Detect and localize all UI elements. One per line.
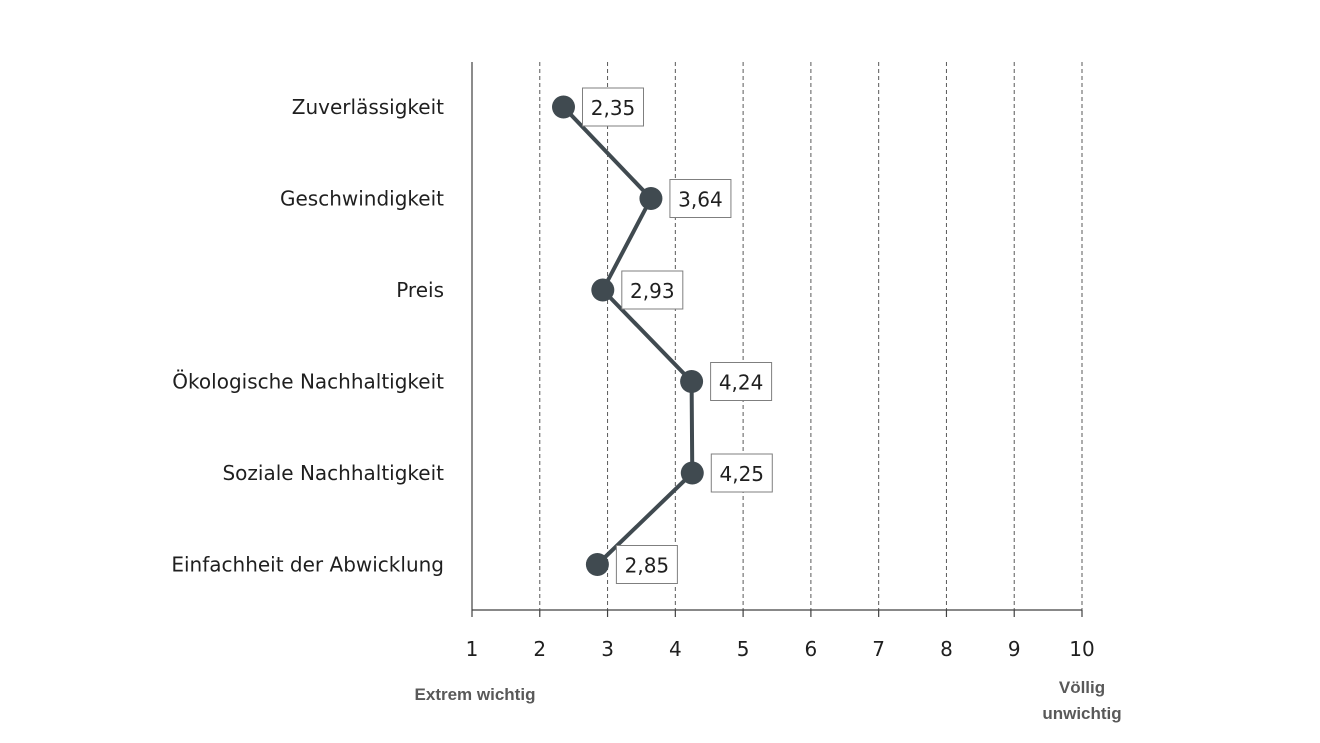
data-label-box xyxy=(621,270,684,310)
axes xyxy=(471,62,1083,617)
x-tick-label: 5 xyxy=(737,637,750,661)
axis-end-label-right-line2: unwichtig xyxy=(1042,704,1121,723)
category-label: Ökologische Nachhaltigkeit xyxy=(172,370,444,394)
x-tick-label: 4 xyxy=(669,637,682,661)
series-line xyxy=(562,105,695,566)
data-point xyxy=(680,370,704,393)
data-labels: 2,35 3,64 2,93 4,24 4,25 2,85 xyxy=(582,87,773,584)
x-tick-label: 1 xyxy=(466,637,479,661)
category-label: Einfachheit der Abwicklung xyxy=(171,553,444,577)
axis-end-label-left: Extrem wichtig xyxy=(415,685,536,704)
data-point xyxy=(680,461,704,485)
data-label-box xyxy=(710,453,773,493)
data-label: 2,35 xyxy=(591,96,636,120)
series xyxy=(552,95,704,576)
category-label: Geschwindigkeit xyxy=(280,187,444,211)
category-label: Zuverlässigkeit xyxy=(292,95,444,119)
x-tick-label: 9 xyxy=(1008,637,1021,661)
gridlines xyxy=(539,62,1083,610)
data-label-box xyxy=(710,362,773,401)
category-label: Preis xyxy=(396,278,444,302)
data-point xyxy=(639,187,663,210)
x-tick-label: 3 xyxy=(601,637,614,661)
data-label: 3,64 xyxy=(678,188,723,212)
category-labels: Zuverlässigkeit Geschwindigkeit Preis Ökolo… xyxy=(171,95,444,577)
data-label-box xyxy=(615,545,678,584)
x-tick-label: 2 xyxy=(533,637,546,661)
data-label: 4,24 xyxy=(719,371,764,395)
x-tick-label: 7 xyxy=(872,637,885,661)
data-label-box xyxy=(582,87,644,127)
category-label: Soziale Nachhaltigkeit xyxy=(222,461,444,485)
data-point xyxy=(552,95,575,119)
data-label-box xyxy=(669,179,732,218)
data-label: 2,85 xyxy=(625,554,670,578)
data-label: 2,93 xyxy=(630,279,675,303)
x-tick-label: 6 xyxy=(805,637,818,661)
axis-end-labels: Extrem wichtig Völlig unwichtig xyxy=(415,678,1122,723)
data-point xyxy=(591,278,615,302)
data-label: 4,25 xyxy=(720,462,765,486)
x-tick-labels: 1 2 3 4 5 6 7 8 9 10 xyxy=(466,637,1095,661)
axis-end-label-right-line1: Völlig xyxy=(1059,678,1105,697)
x-tick-label: 8 xyxy=(940,637,953,661)
data-point xyxy=(585,553,609,576)
x-tick-label: 10 xyxy=(1069,637,1094,661)
